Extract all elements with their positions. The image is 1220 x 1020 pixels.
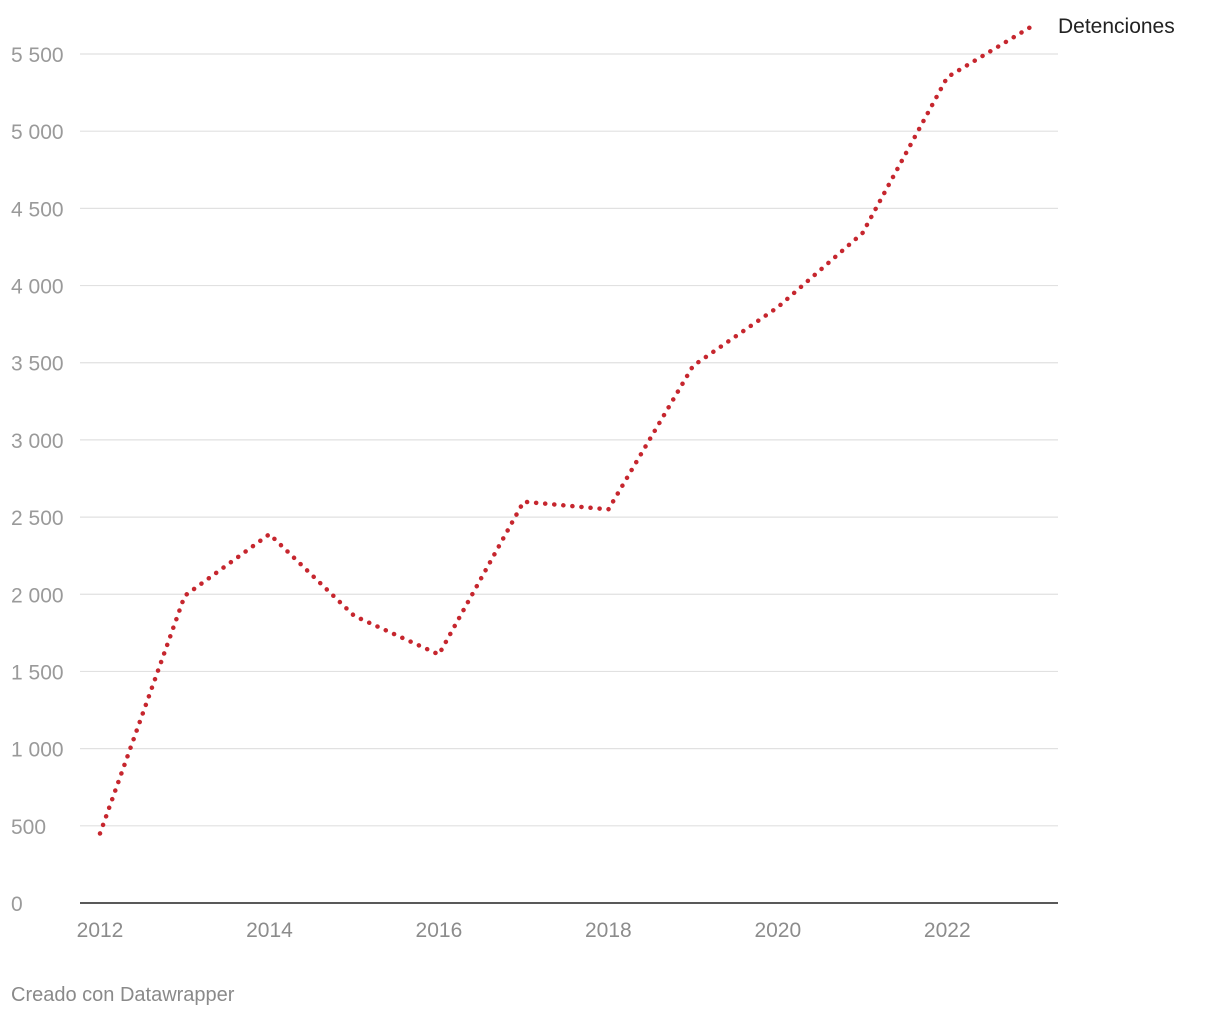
y-tick-label: 1 500 [11, 661, 64, 684]
line-chart: 0 500 1 000 1 500 2 000 2 500 3 000 3 500 4 000 4… [11, 15, 1175, 942]
x-tick-label: 2022 [924, 919, 971, 942]
x-tick-label: 2020 [754, 919, 801, 942]
series-label: Detenciones [1058, 15, 1175, 38]
series-group [97, 23, 1035, 836]
x-tick-label: 2016 [416, 919, 463, 942]
y-axis-ticks: 0 500 1 000 1 500 2 000 2 500 3 000 3 500 4 000 4… [11, 44, 64, 916]
y-tick-label: 1 000 [11, 739, 64, 762]
y-tick-label: 5 000 [11, 121, 64, 144]
legend-labels: Detenciones [1058, 15, 1175, 38]
credit-text[interactable]: Creado con Datawrapper [11, 984, 235, 1006]
y-tick-label: 4 500 [11, 198, 64, 221]
x-axis-ticks: 2012 2014 2016 2018 2020 2022 [77, 919, 971, 942]
y-tick-label: 2 000 [11, 584, 64, 607]
series-line [97, 23, 1035, 836]
y-tick-label: 5 500 [11, 44, 64, 67]
y-tick-label: 0 [11, 893, 23, 916]
x-tick-label: 2012 [77, 919, 124, 942]
x-tick-label: 2018 [585, 919, 632, 942]
y-tick-label: 3 500 [11, 353, 64, 376]
grid-lines [80, 53, 1058, 827]
x-tick-label: 2014 [246, 919, 293, 942]
y-tick-label: 2 500 [11, 507, 64, 530]
y-tick-label: 3 000 [11, 430, 64, 453]
y-tick-label: 4 000 [11, 276, 64, 299]
y-tick-label: 500 [11, 816, 46, 839]
